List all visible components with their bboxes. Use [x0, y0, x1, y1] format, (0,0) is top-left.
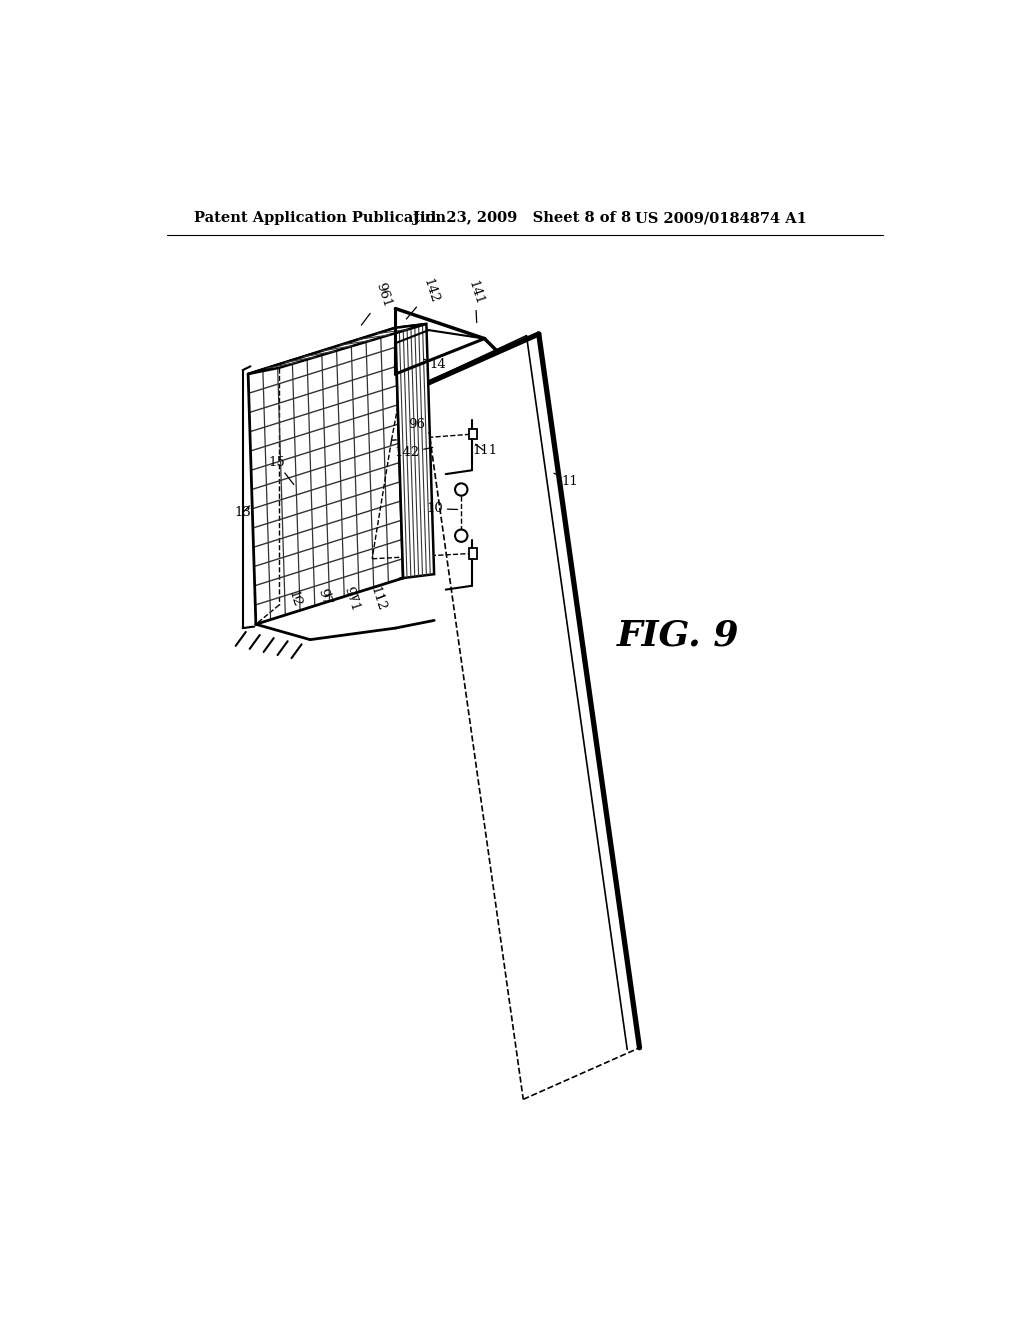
Bar — [469, 429, 477, 440]
Polygon shape — [395, 323, 434, 578]
Text: 971: 971 — [341, 585, 361, 612]
Text: 111: 111 — [472, 444, 497, 458]
Text: 97: 97 — [315, 587, 333, 607]
Text: 142: 142 — [394, 446, 433, 459]
Polygon shape — [423, 334, 640, 1100]
Circle shape — [455, 529, 467, 543]
Text: 142: 142 — [407, 277, 440, 319]
Text: 112: 112 — [368, 585, 388, 612]
Text: 12: 12 — [286, 589, 303, 609]
Text: 11: 11 — [554, 474, 579, 488]
Text: 15: 15 — [268, 455, 294, 484]
Text: Patent Application Publication: Patent Application Publication — [194, 211, 445, 226]
Text: 141: 141 — [465, 279, 485, 322]
Text: US 2009/0184874 A1: US 2009/0184874 A1 — [635, 211, 807, 226]
Polygon shape — [248, 327, 403, 624]
Text: Jul. 23, 2009   Sheet 8 of 8: Jul. 23, 2009 Sheet 8 of 8 — [414, 211, 632, 226]
Text: 961: 961 — [361, 281, 394, 325]
Bar — [469, 548, 477, 558]
Text: 14: 14 — [424, 358, 446, 371]
Circle shape — [455, 483, 467, 495]
Text: 13: 13 — [234, 506, 251, 519]
Text: 10: 10 — [427, 502, 458, 515]
Text: 96: 96 — [408, 417, 429, 433]
Polygon shape — [248, 323, 426, 374]
Text: FIG. 9: FIG. 9 — [617, 619, 739, 653]
